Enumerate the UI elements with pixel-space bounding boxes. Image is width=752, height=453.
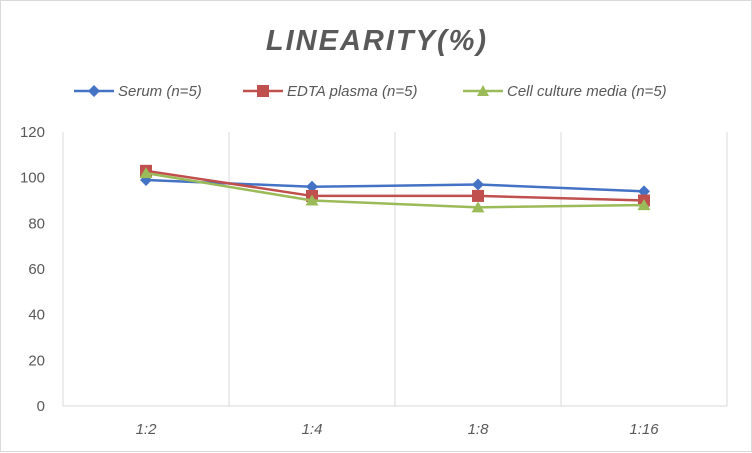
legend-item-cell-culture-media: Cell culture media (n=5) (463, 83, 667, 100)
y-tick-label: 120 (20, 124, 45, 141)
plot-area: 0 20 40 60 80 100 120 1:2 1:4 1:8 1:16 (20, 124, 728, 438)
data-point-triangle (637, 199, 651, 211)
data-point-triangle (305, 194, 319, 206)
legend-label-edta-plasma: EDTA plasma (n=5) (287, 83, 417, 100)
series-line-3 (145, 171, 645, 209)
series-line-2 (145, 169, 645, 202)
x-tick-label: 1:4 (302, 421, 323, 438)
legend-label-serum: Serum (n=5) (118, 83, 202, 100)
y-tick-label: 20 (28, 352, 45, 369)
x-tick-label: 1:2 (136, 421, 158, 438)
y-tick-label: 100 (20, 170, 45, 187)
data-point-diamond (306, 180, 318, 193)
y-tick-label: 40 (28, 307, 45, 324)
data-point-triangle (139, 167, 153, 179)
data-point-diamond (638, 185, 650, 198)
legend-item-serum: Serum (n=5) (74, 83, 202, 100)
y-tick-label: 80 (28, 215, 45, 232)
x-tick-label: 1:16 (629, 421, 659, 438)
data-point-triangle (471, 201, 485, 213)
legend-item-edta-plasma: EDTA plasma (n=5) (243, 83, 417, 100)
data-point-diamond (472, 178, 484, 191)
chart-title: LINEARITY(%) (266, 25, 488, 57)
x-tick-label: 1:8 (468, 421, 490, 438)
legend: Serum (n=5) EDTA plasma (n=5) Cell cultu… (74, 83, 667, 100)
data-point-square (472, 189, 484, 202)
y-tick-label: 60 (28, 261, 45, 278)
y-tick-label: 0 (37, 398, 45, 415)
legend-label-cell-culture-media: Cell culture media (n=5) (507, 83, 667, 100)
